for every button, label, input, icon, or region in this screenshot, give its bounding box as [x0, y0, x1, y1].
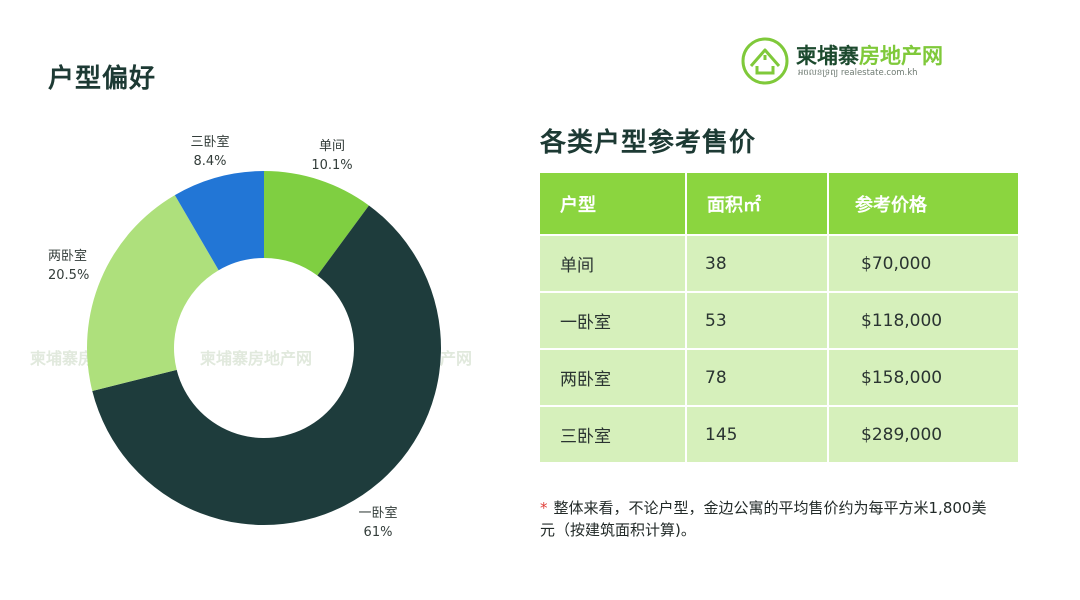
cell-price: $289,000 — [828, 405, 1018, 462]
donut-chart: 单间 10.1% 一卧室 61% 两卧室 20.5% 三卧室 8.4% — [0, 120, 480, 560]
slice-label: 一卧室 — [358, 505, 397, 521]
page-title: 户型偏好 — [48, 64, 157, 94]
table-row: 单间 38 $70,000 — [540, 234, 1018, 292]
slice-label: 三卧室 — [190, 134, 229, 150]
donut-chart-svg: 单间 10.1% 一卧室 61% 两卧室 20.5% 三卧室 8.4% — [48, 134, 441, 540]
watermark: 柬埔寨房地产网 — [200, 349, 313, 368]
cell-area: 38 — [686, 234, 829, 292]
cell-area: 53 — [686, 291, 829, 349]
cell-price: $70,000 — [828, 234, 1018, 292]
header-unit-type: 户型 — [540, 173, 687, 235]
footnote-asterisk: * — [540, 499, 548, 517]
logo-wordmark: 柬埔寨房地产网 — [796, 40, 943, 70]
cell-price: $158,000 — [828, 348, 1018, 406]
slice-label: 两卧室 — [48, 248, 87, 264]
table-row: 三卧室 145 $289,000 — [540, 405, 1018, 462]
table-row: 两卧室 78 $158,000 — [540, 348, 1018, 406]
slice-value-label: 10.1% — [311, 158, 352, 173]
table-title: 各类户型参考售价 — [540, 128, 757, 158]
cell-price: $118,000 — [828, 291, 1018, 349]
footnote: * 整体来看，不论户型，金边公寓的平均售价约为每平方米1,800美元（按建筑面积计… — [540, 497, 1000, 541]
table-row: 一卧室 53 $118,000 — [540, 291, 1018, 349]
donut-slice-2 — [92, 205, 441, 525]
table-header-row: 户型 面积㎡ 参考价格 — [540, 173, 1018, 235]
logo-wordmark-part: 房地产网 — [859, 44, 943, 68]
slice-value-label: 8.4% — [193, 154, 226, 169]
donut-slice-4 — [174, 171, 264, 271]
header-area: 面积㎡ — [686, 173, 829, 235]
donut-slice-1 — [264, 171, 369, 276]
logo-wordmark-part: 柬埔寨 — [796, 44, 859, 68]
cell-area: 145 — [686, 405, 829, 462]
price-table: 户型 面积㎡ 参考价格 单间 38 $70,000 一卧室 53 $118,00… — [540, 173, 1018, 462]
header-price: 参考价格 — [828, 173, 1018, 235]
slice-value-label: 20.5% — [48, 268, 89, 283]
footnote-text: 整体来看，不论户型，金边公寓的平均售价约为每平方米1,800美元（按建筑面积计算… — [540, 499, 987, 539]
slice-value-label: 61% — [364, 525, 393, 540]
slice-label: 单间 — [319, 139, 345, 154]
cell-area: 78 — [686, 348, 829, 406]
house-logo-icon — [741, 37, 789, 85]
logo-subtitle: អចលនទ្រព្យ realestate.com.kh — [798, 68, 918, 78]
cell-unit-type: 两卧室 — [540, 348, 687, 406]
cell-unit-type: 单间 — [540, 234, 687, 292]
cell-unit-type: 一卧室 — [540, 291, 687, 349]
cell-unit-type: 三卧室 — [540, 405, 687, 462]
donut-slice-3 — [87, 195, 219, 391]
brand-logo: 柬埔寨房地产网 អចលនទ្រព្យ realestate.com.kh — [740, 36, 960, 88]
